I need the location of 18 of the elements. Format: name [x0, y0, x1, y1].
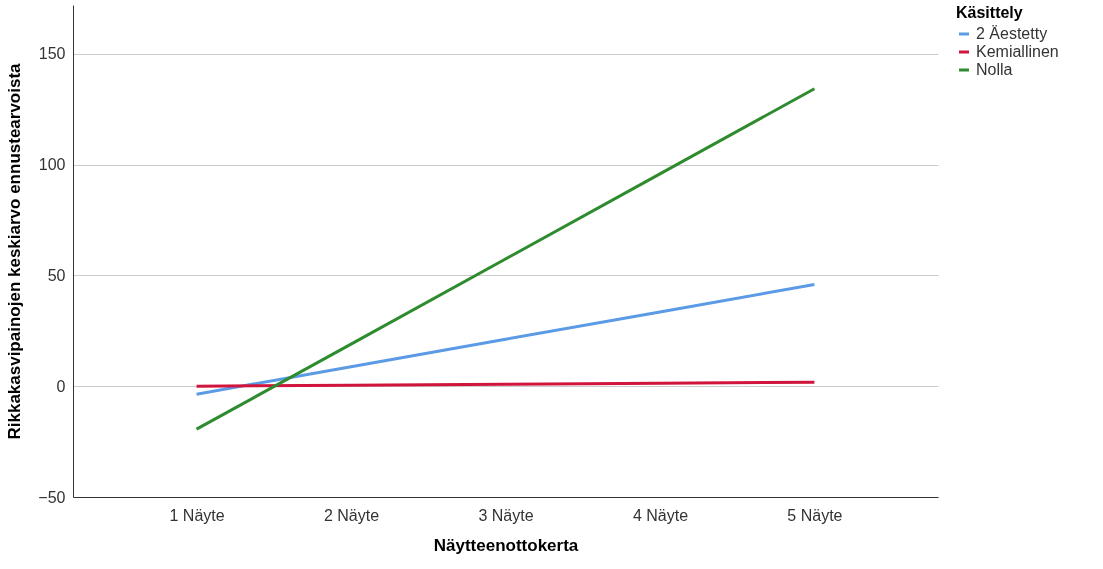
- y-tick-label: −50: [38, 488, 66, 506]
- legend-label: Kemiallinen: [976, 43, 1059, 60]
- x-tick-label: 2 Näyte: [323, 506, 380, 524]
- x-tick-label: 3 Näyte: [478, 506, 534, 524]
- y-axis-title: Rikkakasvipainojen keskiarvo ennustearvoista: [5, 62, 25, 440]
- legend-label: 2 Äestetty: [976, 25, 1048, 42]
- line-series: [195, 87, 816, 431]
- x-tick-label: 4 Näyte: [632, 506, 689, 524]
- y-tick-label: 0: [56, 377, 66, 395]
- x-axis-title: Näytteenottokerta: [433, 535, 579, 555]
- legend-title: Käsittely: [956, 4, 1023, 21]
- y-tick-label: 150: [38, 45, 66, 63]
- y-tick-label: 50: [47, 266, 66, 284]
- line-series: [195, 282, 816, 396]
- x-tick-label: 5 Näyte: [787, 506, 843, 524]
- legend-label: Nolla: [976, 61, 1013, 78]
- y-tick-label: 100: [38, 156, 66, 174]
- x-tick-label: 1 Näyte: [169, 506, 225, 524]
